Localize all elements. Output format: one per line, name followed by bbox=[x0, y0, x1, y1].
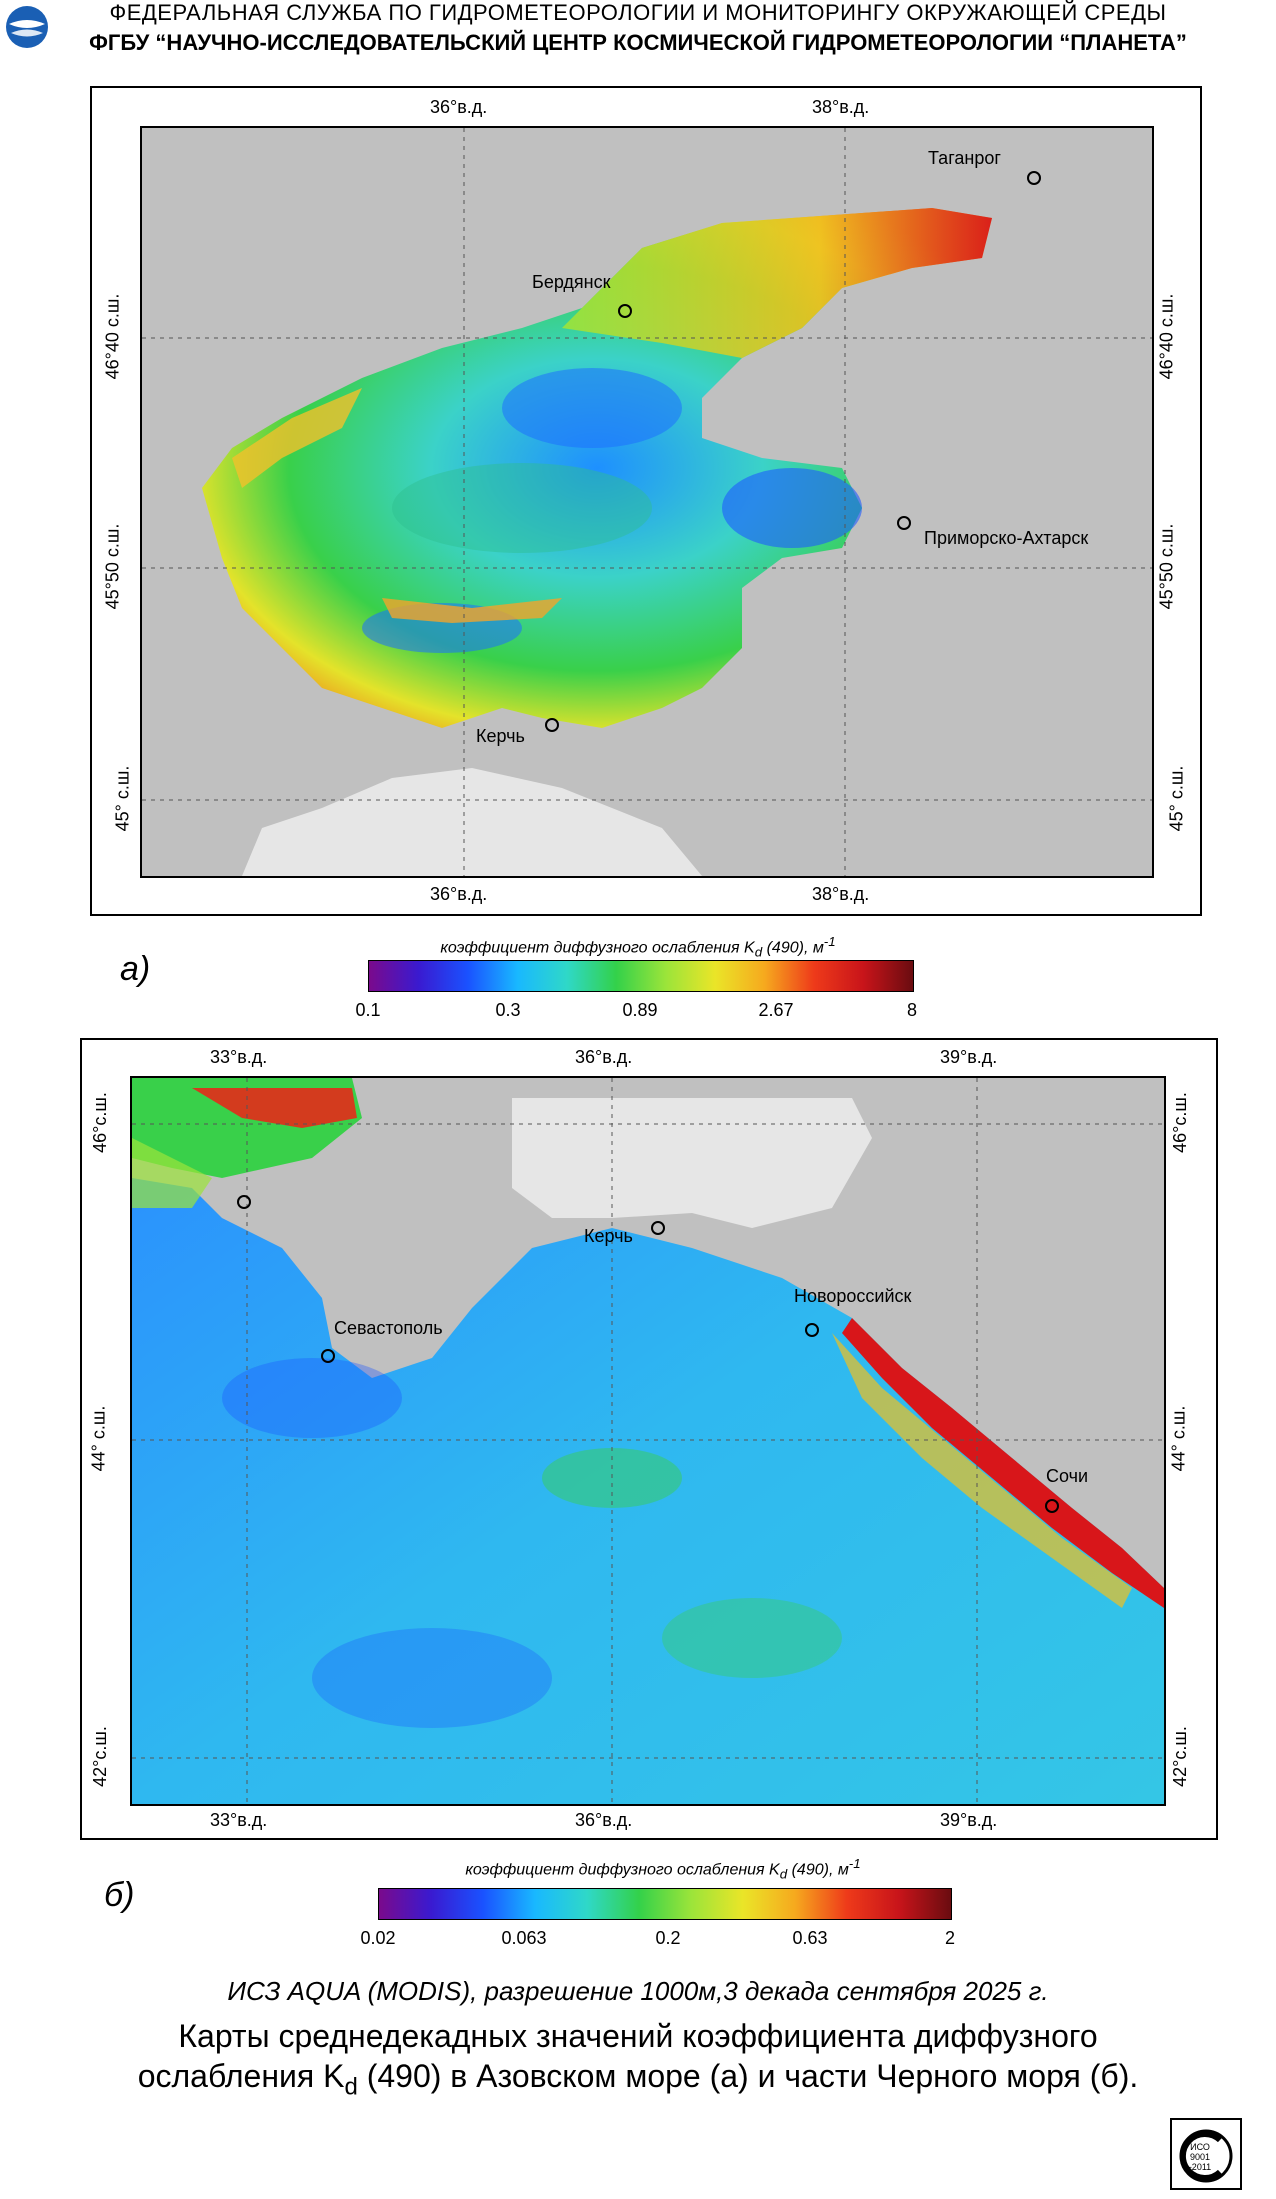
map-b-lat-right-42: 42°с.ш. bbox=[1169, 1726, 1190, 1787]
map-b-lon-top-33: 33°в.д. bbox=[210, 1047, 268, 1067]
city-kerch-b: Керчь bbox=[584, 1226, 633, 1246]
iso-text-1: ИСО bbox=[1190, 2142, 1210, 2152]
map-a-lat-right-3: 45° с.ш. bbox=[1166, 765, 1187, 832]
city-sochi: Сочи bbox=[1046, 1466, 1089, 1486]
map-a-tick-4: 8 bbox=[906, 1000, 917, 1020]
map-b-lon-bottom-39: 39°в.д. bbox=[940, 1810, 998, 1830]
map-a-panel-label: а) bbox=[120, 950, 151, 988]
map-b-lat-left-42: 42°с.ш. bbox=[89, 1726, 110, 1787]
map-b-lon-top-36: 36°в.д. bbox=[575, 1047, 633, 1067]
map-a-lat-right-2: 45°50 с.ш. bbox=[1156, 523, 1177, 610]
city-berdyansk: Бердянск bbox=[532, 272, 611, 292]
map-a-lat-left-1: 46°40 с.ш. bbox=[102, 293, 123, 380]
map-b-lat-right-46: 46°с.ш. bbox=[1169, 1092, 1190, 1153]
iso-certification-badge-icon: ИСО 9001 -2011 bbox=[1170, 2118, 1242, 2190]
map-b-panel-label: б) bbox=[104, 1876, 135, 1914]
map-a-colorbar-title: коэффициент диффузного ослабления Kd (49… bbox=[440, 934, 836, 960]
map-a-lat-left-2: 45°50 с.ш. bbox=[102, 523, 123, 610]
map-a-image bbox=[140, 126, 1154, 878]
map-b-lat-right-44: 44° с.ш. bbox=[1168, 1405, 1189, 1472]
planeta-logo-icon bbox=[4, 4, 50, 50]
caption-line-2: ослабления Kd (490) в Азовском море (а) … bbox=[137, 2058, 1139, 2101]
map-b-colorbar bbox=[378, 1888, 952, 1920]
map-b-tick-0: 0.02 bbox=[360, 1928, 396, 1948]
iso-text-2: 9001 bbox=[1190, 2152, 1210, 2162]
map-a-lon-bottom-36: 36°в.д. bbox=[430, 884, 488, 904]
iso-text-3: -2011 bbox=[1189, 2162, 1211, 2172]
map-a-lon-bottom-38: 38°в.д. bbox=[812, 884, 870, 904]
map-a-lon-top-36: 36°в.д. bbox=[430, 97, 488, 117]
map-a-tick-3: 2.67 bbox=[758, 1000, 794, 1020]
map-b-lon-bottom-36: 36°в.д. bbox=[575, 1810, 633, 1830]
city-sevastopol: Севастополь bbox=[334, 1318, 443, 1338]
map-b-colorbar-title: коэффициент диффузного ослабления Kd (49… bbox=[465, 1856, 861, 1882]
city-taganrog: Таганрог bbox=[928, 148, 1001, 168]
map-b-lon-bottom-33: 33°в.д. bbox=[210, 1810, 268, 1830]
map-b-image bbox=[130, 1076, 1166, 1806]
map-b-tick-1: 0.063 bbox=[501, 1928, 547, 1948]
map-a-tick-1: 0.3 bbox=[495, 1000, 521, 1020]
map-a-lat-right-1: 46°40 с.ш. bbox=[1156, 293, 1177, 380]
map-a-colorbar bbox=[368, 960, 914, 992]
city-kerch-a: Керчь bbox=[476, 726, 525, 746]
city-novorossiysk: Новороссийск bbox=[794, 1286, 912, 1306]
map-b-tick-2: 0.2 bbox=[655, 1928, 681, 1948]
map-a-lat-left-3: 45° с.ш. bbox=[112, 765, 133, 832]
caption-title: Карты среднедекадных значений коэффициен… bbox=[0, 2016, 1276, 2107]
map-a-lon-top-38: 38°в.д. bbox=[812, 97, 870, 117]
caption-source: ИСЗ AQUA (MODIS), разрешение 1000м,3 дек… bbox=[227, 1976, 1049, 2006]
header-center-line: ФГБУ “НАУЧНО-ИССЛЕДОВАТЕЛЬСКИЙ ЦЕНТР КОС… bbox=[89, 30, 1187, 55]
city-primorsko-akhtarsk: Приморско-Ахтарск bbox=[924, 528, 1089, 548]
map-b-lat-left-44: 44° с.ш. bbox=[88, 1405, 109, 1472]
map-b-tick-4: 2 bbox=[944, 1928, 955, 1948]
map-a-tick-0: 0.1 bbox=[355, 1000, 381, 1020]
map-b-lon-top-39: 39°в.д. bbox=[940, 1047, 998, 1067]
map-b-lat-left-46: 46°с.ш. bbox=[89, 1092, 110, 1153]
map-b-tick-3: 0.63 bbox=[792, 1928, 828, 1948]
header-agency-line: ФЕДЕРАЛЬНАЯ СЛУЖБА ПО ГИДРОМЕТЕОРОЛОГИИ … bbox=[109, 0, 1167, 25]
map-a-tick-2: 0.89 bbox=[622, 1000, 658, 1020]
caption-line-1: Карты среднедекадных значений коэффициен… bbox=[178, 2018, 1098, 2054]
